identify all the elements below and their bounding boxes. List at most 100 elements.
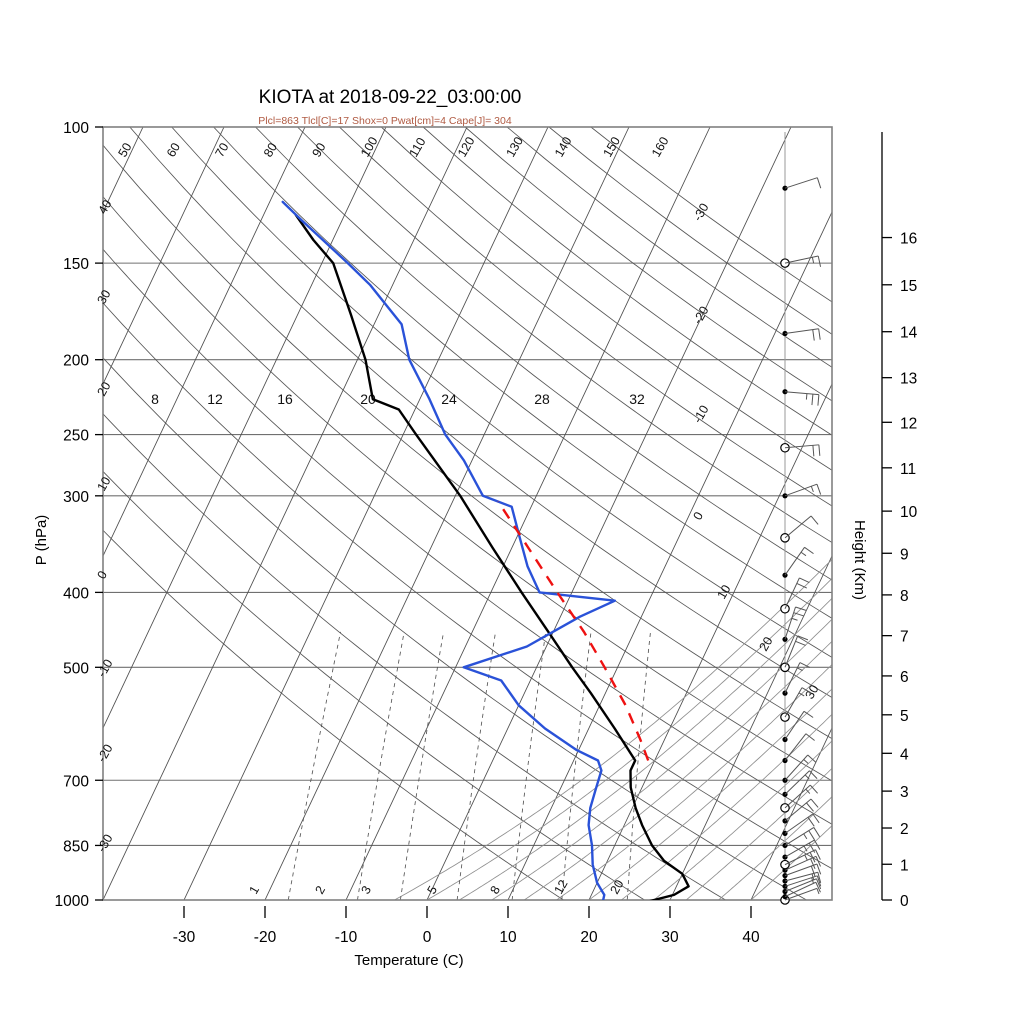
wind-barb (784, 875, 822, 887)
dry-adiabat-label-140: 140 (552, 134, 575, 159)
moist-adiabat-label-32: 32 (629, 391, 645, 407)
height-tick-13: 13 (900, 371, 917, 388)
dry-adiabat-label-110: 110 (406, 135, 428, 159)
isotherm-label-right-low-1: 20 (756, 634, 775, 653)
mixing-ratio-label-1: 1 (246, 883, 262, 896)
wind-barb (784, 577, 810, 609)
wind-barb (784, 483, 822, 497)
wind-barb (784, 754, 817, 781)
wind-barb (784, 662, 811, 694)
height-tick-15: 15 (900, 278, 917, 295)
y-axis-label-left: P (hPa) (33, 515, 50, 566)
mixing-ratio-label-12: 12 (551, 877, 570, 896)
height-tick-8: 8 (900, 588, 909, 605)
wind-barb (784, 887, 820, 901)
wind-barb (784, 635, 809, 668)
parcel-path-curve (497, 500, 650, 761)
plot-frame (102, 126, 833, 901)
pressure-tick-150: 150 (63, 256, 89, 273)
pressure-tick-700: 700 (63, 773, 89, 790)
wind-barb (784, 546, 814, 576)
wind-barb (784, 878, 822, 892)
moist-adiabat-label-16: 16 (277, 391, 293, 407)
pressure-tick-200: 200 (63, 353, 89, 370)
pressure-tick-400: 400 (63, 585, 89, 602)
height-tick-0: 0 (900, 893, 909, 910)
pressure-tick-100: 100 (63, 120, 89, 137)
isotherm-label-left-0: 30 (94, 287, 113, 306)
dry-adiabat-label-160: 160 (649, 134, 672, 159)
isotherm-label-left-5: -20 (94, 742, 115, 765)
wind-barb (784, 813, 820, 834)
titles: KIOTA at 2018-09-22_03:00:00 Plcl=863 Tl… (258, 87, 521, 127)
moist-adiabat-label-24: 24 (441, 391, 457, 407)
temperature-tick-20: 20 (580, 929, 598, 946)
dry-adiabat-label-left: 40 (95, 197, 114, 216)
x-axis-label: Temperature (C) (354, 952, 463, 969)
moist-adiabat-label-8: 8 (151, 391, 159, 407)
dry-adiabat-label-50: 50 (115, 140, 134, 159)
dry-adiabat-label-90: 90 (309, 140, 328, 159)
wind-barb (784, 871, 822, 883)
wind-barb (784, 687, 812, 718)
mixing-ratio-label-5: 5 (424, 883, 440, 896)
dry-adiabat-label-70: 70 (212, 140, 231, 159)
mixing-ratio-label-3: 3 (358, 883, 374, 896)
height-tick-4: 4 (900, 746, 909, 763)
grid-layer (103, 127, 832, 900)
pressure-tick-850: 850 (63, 838, 89, 855)
wind-barb (784, 839, 821, 858)
dry-adiabat-label-130: 130 (503, 134, 526, 159)
dry-adiabat-label-100: 100 (358, 134, 381, 159)
height-tick-16: 16 (900, 231, 917, 248)
wind-barb (784, 863, 822, 877)
isotherm-label-left-4: -10 (94, 657, 115, 680)
temperature-curve (294, 213, 690, 900)
mixing-ratio-label-20: 20 (607, 877, 626, 896)
moist-adiabat-label-28: 28 (534, 391, 550, 407)
height-tick-9: 9 (900, 546, 909, 563)
barb-level-marker (782, 888, 788, 895)
height-tick-1: 1 (900, 857, 909, 874)
barb-level-marker (782, 842, 788, 849)
height-tick-2: 2 (900, 821, 909, 838)
wind-barb (784, 849, 821, 866)
wind-barb (784, 784, 818, 809)
height-tick-10: 10 (900, 504, 918, 521)
wind-barb (784, 444, 821, 457)
wind-barb (784, 255, 822, 267)
height-tick-14: 14 (900, 325, 918, 342)
sounding-curves (281, 200, 690, 900)
isotherm-label-right-low-0: 10 (714, 582, 733, 601)
wind-barb (784, 177, 822, 189)
page-title: KIOTA at 2018-09-22_03:00:00 (259, 87, 522, 108)
temperature-tick--20: -20 (254, 929, 277, 946)
temperature-tick--30: -30 (173, 929, 196, 946)
temperature-tick-10: 10 (499, 929, 517, 946)
barb-level-marker (782, 636, 788, 642)
wind-barb (784, 733, 815, 761)
mixing-ratio-label-2: 2 (312, 883, 328, 896)
wind-barb (784, 391, 820, 406)
wind-barb (784, 881, 821, 898)
y-axis-label-right: Height (Km) (851, 520, 868, 600)
isotherm-label-left-1: 20 (94, 379, 113, 398)
height-tick-6: 6 (900, 669, 909, 686)
isotherm-label-right-up-0: -30 (690, 201, 711, 224)
height-tick-3: 3 (900, 784, 909, 801)
isotherm-label-right-up-2: -10 (690, 403, 711, 426)
height-tick-11: 11 (900, 461, 916, 478)
temperature-tick-0: 0 (423, 929, 432, 946)
wind-barb-column (780, 132, 822, 905)
pressure-tick-500: 500 (63, 660, 89, 677)
temperature-tick-40: 40 (742, 929, 760, 946)
pressure-tick-250: 250 (63, 428, 89, 445)
height-tick-5: 5 (900, 708, 909, 725)
height-tick-12: 12 (900, 415, 917, 432)
temperature-tick-30: 30 (661, 929, 679, 946)
pressure-tick-1000: 1000 (55, 893, 90, 910)
wind-barb (784, 798, 819, 822)
dry-adiabat-label-150: 150 (600, 134, 623, 159)
wind-barb (784, 826, 821, 846)
